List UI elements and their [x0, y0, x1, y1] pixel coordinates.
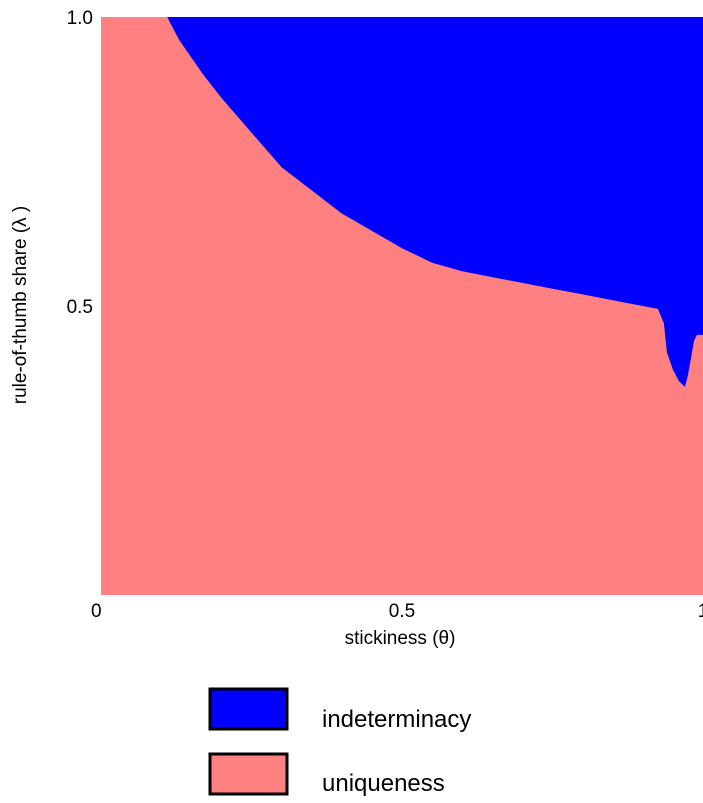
y-tick-label: 1.0 — [67, 8, 93, 29]
legend-label-indeterminacy: indeterminacy — [322, 706, 471, 733]
y-axis-ticks: 0.5 1.0 — [67, 8, 93, 318]
x-tick-label: 0.5 — [389, 601, 415, 622]
x-axis-title: stickiness (θ) — [345, 628, 456, 649]
y-axis-title: rule-of-thumb share (λ ) — [10, 206, 31, 405]
y-tick-label: 0.5 — [67, 297, 93, 318]
legend-label-uniqueness: uniqueness — [322, 770, 445, 797]
x-tick-label: 1 — [698, 601, 703, 622]
indeterminacy-region — [167, 17, 703, 387]
legend: indeterminacy uniqueness — [208, 687, 471, 797]
x-tick-label: 0 — [91, 601, 102, 622]
legend-swatch-uniqueness — [208, 752, 289, 796]
legend-swatch-indeterminacy — [208, 687, 289, 731]
plot-area — [101, 17, 703, 595]
x-axis-ticks: 00.51 — [91, 601, 703, 622]
